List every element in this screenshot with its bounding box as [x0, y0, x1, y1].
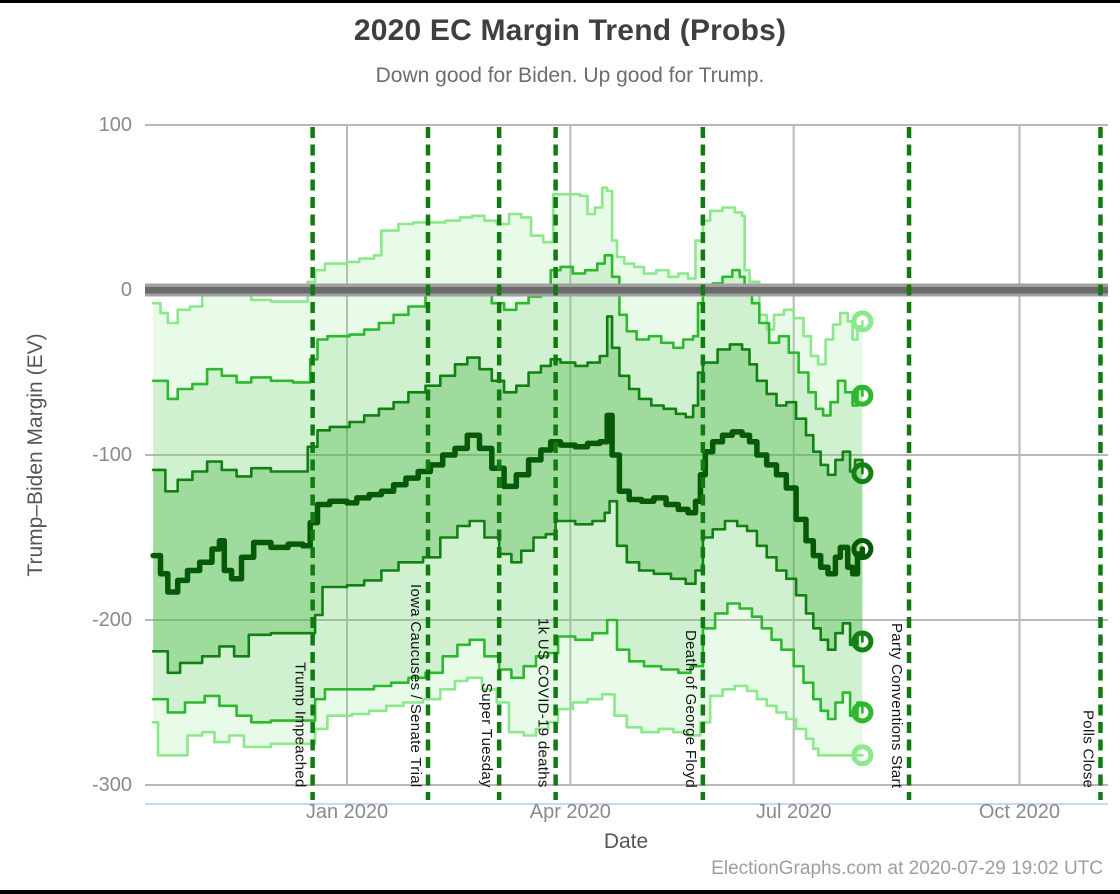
- x-tick-label: Jul 2020: [755, 801, 832, 823]
- credit-line: ElectionGraphs.com at 2020-07-29 19:02 U…: [711, 858, 1103, 879]
- y-tick-label: 0: [120, 279, 132, 301]
- x-tick-label: Apr 2020: [529, 801, 611, 823]
- event-label: Trump Impeached: [291, 662, 309, 788]
- zero-band-core: [145, 287, 1108, 294]
- trend-line-p2.5: [151, 676, 864, 757]
- end-marker-p25: [851, 630, 874, 653]
- trend-line-p25: [151, 499, 864, 675]
- event-label: 1k US COVID-19 deaths: [534, 618, 552, 788]
- window-edge-bottom: [0, 890, 1120, 894]
- probability-band: [153, 316, 863, 673]
- chart-title: 2020 EC Margin Trend (Probs): [353, 14, 787, 47]
- trend-line-p75: [151, 315, 864, 493]
- end-marker-median: [851, 538, 874, 561]
- window-edge-top: [0, 0, 1120, 3]
- end-marker-p97.5: [851, 310, 874, 333]
- event-label: Iowa Caucuses / Senate Trial: [407, 584, 424, 788]
- y-tick-label: -300: [91, 774, 132, 796]
- trend-line-p90: [151, 254, 864, 417]
- end-marker-p10: [851, 701, 874, 724]
- end-marker-p75: [851, 462, 874, 485]
- event-label: Polls Close: [1079, 709, 1097, 788]
- trend-line-median: [150, 412, 866, 595]
- end-marker-p2.5: [851, 744, 874, 767]
- trend-line-p10: [151, 602, 864, 724]
- probability-band: [153, 187, 863, 756]
- x-axis-title: Date: [603, 830, 649, 853]
- event-label: Party Conventions Start: [888, 622, 906, 788]
- end-marker-p90: [851, 384, 874, 407]
- x-tick-label: Jan 2020: [305, 801, 389, 823]
- x-tick-label: Oct 2020: [978, 801, 1061, 823]
- y-tick-label: 100: [98, 114, 132, 136]
- y-tick-label: -200: [91, 609, 132, 631]
- event-label: Super Tuesday: [478, 683, 496, 788]
- event-label: Death of George Floyd: [681, 629, 699, 788]
- chart-subtitle: Down good for Biden. Up good for Trump.: [375, 64, 765, 87]
- y-tick-label: -100: [91, 444, 132, 466]
